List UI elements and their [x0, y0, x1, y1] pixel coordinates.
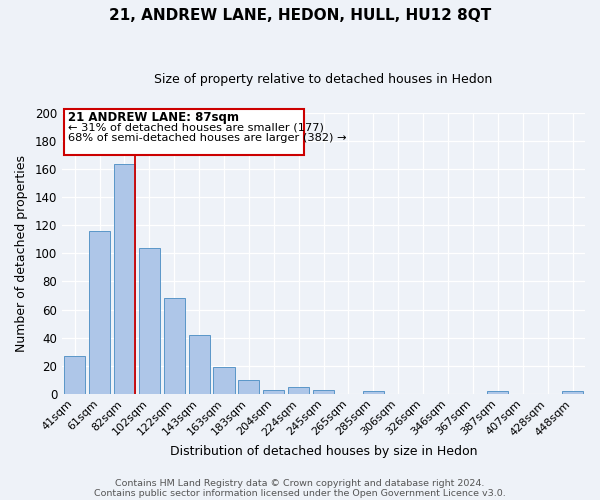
Text: Contains public sector information licensed under the Open Government Licence v3: Contains public sector information licen… [94, 488, 506, 498]
Title: Size of property relative to detached houses in Hedon: Size of property relative to detached ho… [154, 72, 493, 86]
Text: Contains HM Land Registry data © Crown copyright and database right 2024.: Contains HM Land Registry data © Crown c… [115, 478, 485, 488]
Y-axis label: Number of detached properties: Number of detached properties [15, 155, 28, 352]
Bar [238, 380, 259, 394]
Text: 21, ANDREW LANE, HEDON, HULL, HU12 8QT: 21, ANDREW LANE, HEDON, HULL, HU12 8QT [109, 8, 491, 22]
Bar [64, 356, 85, 394]
Bar [263, 390, 284, 394]
Bar [288, 386, 309, 394]
Text: 68% of semi-detached houses are larger (382) →: 68% of semi-detached houses are larger (… [68, 134, 346, 143]
Bar [164, 298, 185, 394]
Bar [214, 367, 235, 394]
Bar [89, 231, 110, 394]
Text: ← 31% of detached houses are smaller (177): ← 31% of detached houses are smaller (17… [68, 122, 324, 132]
Text: 21 ANDREW LANE: 87sqm: 21 ANDREW LANE: 87sqm [68, 111, 239, 124]
FancyBboxPatch shape [64, 109, 304, 155]
Bar [188, 335, 209, 394]
Bar [313, 390, 334, 394]
X-axis label: Distribution of detached houses by size in Hedon: Distribution of detached houses by size … [170, 444, 478, 458]
Bar [114, 164, 135, 394]
Bar [139, 248, 160, 394]
Bar [487, 391, 508, 394]
Bar [562, 391, 583, 394]
Bar [363, 391, 384, 394]
